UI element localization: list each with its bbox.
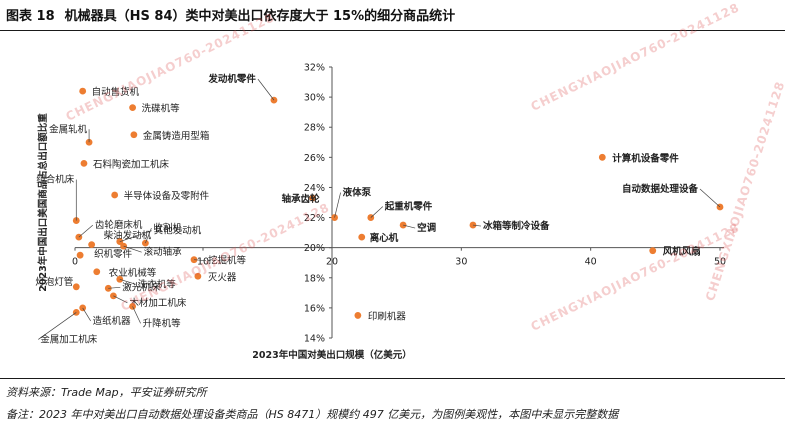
- label-leader-line: [113, 295, 128, 304]
- data-point: [111, 191, 119, 199]
- y-tick-label: 28%: [304, 123, 325, 134]
- data-label: 半导体设备及零附件: [124, 190, 210, 202]
- label-leader-line: [257, 78, 275, 101]
- data-label: 计算机设备零件: [612, 152, 679, 164]
- data-point: [354, 312, 362, 319]
- data-point: [358, 233, 366, 241]
- label-leader-line: [403, 224, 416, 229]
- figure-number: 图表 18: [6, 9, 55, 24]
- data-point: [130, 131, 138, 139]
- y-axis-title: 2023年中国出口美国商品占总出口额比重: [37, 113, 49, 292]
- label-leader-line: [334, 192, 341, 218]
- data-label: 其他发动机: [154, 225, 202, 237]
- y-tick-label: 30%: [304, 93, 325, 104]
- data-label: 离心机: [370, 232, 399, 244]
- y-tick-label: 32%: [304, 63, 325, 74]
- label-leader-line: [145, 228, 152, 244]
- data-point: [194, 272, 202, 280]
- y-tick-label: 24%: [304, 183, 325, 194]
- y-tick-label: 14%: [304, 334, 325, 345]
- data-label: 金属加工机床: [40, 333, 98, 345]
- label-leader-line: [38, 312, 77, 340]
- label-leader-line: [370, 206, 384, 218]
- data-label: 发动机零件: [207, 73, 256, 85]
- data-label: 金属铸造用型箱: [143, 130, 210, 142]
- data-label: 灭火器: [208, 272, 237, 283]
- data-label: 升降机等: [143, 317, 182, 329]
- source-note: 资料来源：Trade Map，平安证券研究所: [6, 386, 207, 399]
- label-leader-line: [119, 278, 136, 285]
- data-label: 印刷机器: [368, 310, 407, 322]
- y-tick-label: 16%: [304, 303, 325, 314]
- data-label: 造纸机器: [93, 315, 132, 327]
- data-point: [93, 268, 101, 276]
- data-label: 风机风扇: [663, 246, 701, 258]
- data-label: 石料陶瓷加工机床: [93, 158, 170, 170]
- top-rule: [0, 30, 785, 31]
- data-label: 自动售货机: [92, 86, 140, 98]
- x-tick-label: 40: [585, 257, 597, 268]
- data-label: 冰箱等制冷设备: [483, 220, 550, 232]
- data-label: 起重机零件: [384, 201, 433, 213]
- y-tick-label: 20%: [304, 243, 325, 254]
- x-tick-label: 10: [197, 257, 209, 268]
- figure-title: 图表 18 机械器具（HS 84）类中对美出口依存度大于 15%的细分商品统计: [6, 6, 779, 28]
- data-label: 收割机: [153, 222, 182, 234]
- label-leader-line: [108, 286, 121, 289]
- footer-rule: [0, 378, 785, 379]
- data-label: 滚动轴承: [144, 246, 183, 258]
- data-label: 液体泵: [343, 187, 372, 199]
- figure-title-text: 机械器具（HS 84）类中对美出口依存度大于 15%的细分商品统计: [64, 9, 456, 24]
- data-label: 木材加工机床: [129, 297, 187, 309]
- x-tick-label: 50: [714, 257, 726, 268]
- remark-note: 备注：2023 年中对美出口自动数据处理设备类商品（HS 8471）规模约 49…: [6, 408, 619, 421]
- label-leader-line: [132, 306, 141, 324]
- x-tick-label: 0: [72, 257, 78, 268]
- y-tick-label: 22%: [304, 213, 325, 224]
- scatter-chart: 14% 16% 18% 20% 22% 24% 26% 28% 30% 32% 0 10 20 30 40 5…: [35, 63, 726, 362]
- data-label: 金属轧机: [49, 123, 88, 135]
- data-point: [72, 283, 80, 291]
- data-label: 齿轮磨床机: [95, 219, 143, 231]
- label-leader-line: [78, 224, 94, 238]
- data-label: 组合机床: [36, 174, 75, 186]
- label-leader-line: [699, 188, 721, 208]
- data-point: [76, 251, 84, 259]
- data-label: 轴承齿轮: [282, 193, 321, 205]
- x-tick-label: 20: [326, 257, 338, 268]
- data-label: 自动数据处理设备: [622, 183, 699, 195]
- data-point: [80, 159, 88, 167]
- data-label: 柴油发动机: [104, 230, 152, 242]
- label-leader-line: [194, 259, 207, 262]
- data-point: [79, 87, 87, 95]
- data-point: [309, 194, 317, 202]
- x-tick-label: 30: [455, 257, 467, 268]
- label-leader-line: [472, 224, 482, 227]
- data-point: [129, 104, 137, 112]
- label-leader-line: [123, 245, 142, 253]
- y-tick-label: 26%: [304, 153, 325, 164]
- label-leader-line: [119, 230, 152, 242]
- data-label: 织机零件: [94, 248, 133, 260]
- x-axis-title: 2023年中国对美出口规模（亿美元）: [252, 349, 411, 361]
- data-label: 空调: [417, 222, 436, 234]
- data-label: 洗碟机等: [142, 103, 181, 115]
- data-label: 挖掘机等: [208, 255, 247, 267]
- data-point: [331, 214, 338, 221]
- y-tick-label: 18%: [304, 273, 325, 284]
- data-label: 洗衣机等: [138, 278, 177, 290]
- data-label: 农业机械等: [109, 267, 157, 279]
- data-point: [649, 247, 657, 255]
- data-point: [88, 241, 96, 249]
- data-point: [72, 217, 80, 224]
- data-label: 激光机床: [122, 281, 161, 293]
- data-label: 灯泡灯管: [35, 276, 73, 288]
- data-point: [598, 153, 606, 161]
- label-leader-line: [82, 307, 91, 322]
